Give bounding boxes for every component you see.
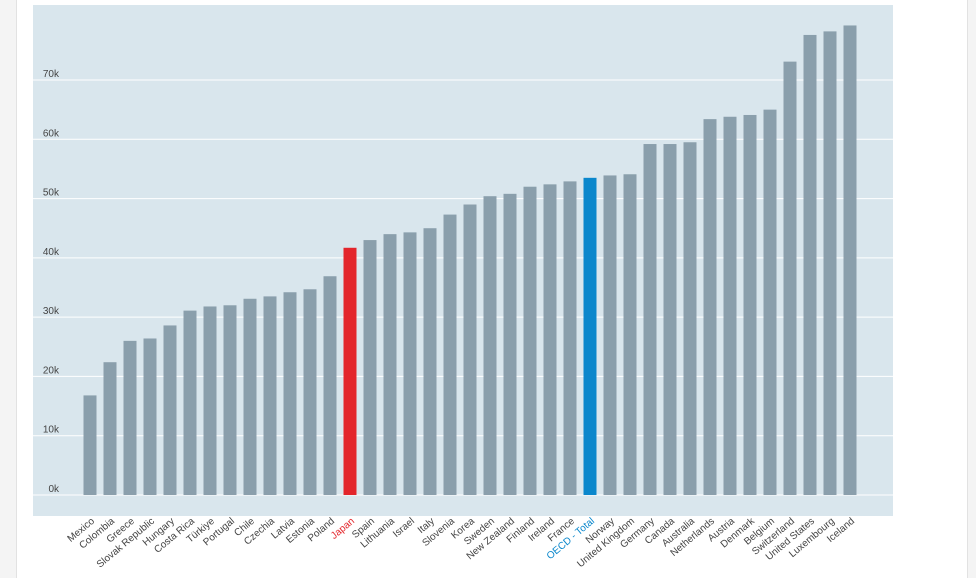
bar-united-states (803, 34, 817, 495)
bar-new-zealand (503, 193, 517, 496)
bar-israel (403, 232, 417, 495)
bar-united-kingdom (623, 174, 637, 495)
bar-slovak-republic (143, 338, 157, 495)
bar-italy (423, 228, 437, 495)
y-axis-tick-labels: 0k 10k 20k 30k 40k 50k 60k 70k (43, 69, 60, 495)
y-tick-label: 20k (43, 365, 60, 376)
bar-hungary (163, 325, 177, 495)
bar-latvia (283, 292, 297, 495)
chart-panel: 0k 10k 20k 30k 40k 50k 60k 70k Mexico Colombia Gr… (16, 0, 968, 578)
y-tick-label: 30k (43, 306, 60, 317)
y-tick-label: 70k (43, 69, 60, 80)
bars (83, 25, 857, 496)
bar-spain (363, 240, 377, 495)
bar-germany (643, 144, 657, 495)
bar-iceland (843, 25, 857, 495)
bar-switzerland (783, 61, 797, 495)
bar-costa-rica (183, 310, 197, 495)
bar-france (563, 181, 577, 495)
bar-sweden (483, 196, 497, 495)
bar-colombia (103, 362, 117, 495)
bar-luxembourg (823, 31, 837, 496)
bar-canada (663, 144, 677, 495)
bar-denmark (743, 114, 757, 495)
bar-mexico (83, 395, 97, 495)
y-tick-label: 50k (43, 188, 60, 199)
bar-norway (603, 175, 617, 495)
bar-estonia (303, 289, 317, 495)
bar-belgium (763, 109, 777, 496)
y-tick-label: 0k (48, 484, 60, 495)
y-tick-label: 60k (43, 128, 60, 139)
bar-oecd-total (583, 177, 597, 496)
x-tick-label-japan: Japan (329, 516, 357, 542)
bar-finland (523, 186, 537, 495)
bar-slovenia (443, 214, 457, 496)
bar-t-rkiye (203, 306, 217, 495)
bar-portugal (223, 305, 237, 495)
bar-chart: 0k 10k 20k 30k 40k 50k 60k 70k MexicoColombiaGr… (33, 5, 893, 570)
bar-korea (463, 204, 477, 495)
bar-ireland (543, 184, 557, 496)
bar-chile (243, 298, 257, 495)
bar-netherlands (703, 119, 717, 495)
bar-czechia (263, 296, 277, 495)
y-tick-label: 40k (43, 247, 60, 258)
bar-poland (323, 276, 337, 495)
bar-australia (683, 142, 697, 495)
bar-japan (343, 247, 357, 495)
y-tick-label: 10k (43, 425, 60, 436)
bar-greece (123, 340, 137, 495)
x-tick-label-israel: Israel (391, 516, 417, 540)
bar-austria (723, 116, 737, 495)
bar-lithuania (383, 234, 397, 495)
